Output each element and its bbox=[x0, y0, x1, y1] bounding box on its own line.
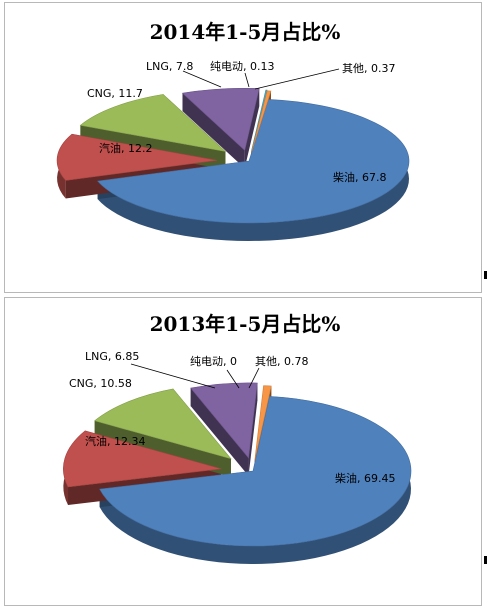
slice-diesel bbox=[99, 396, 412, 547]
slice-diesel bbox=[97, 99, 410, 224]
slice-label-other: 其他, 0.78 bbox=[255, 355, 309, 368]
slice-other bbox=[254, 385, 272, 461]
slice-label-gasoline: 汽油, 12.2 bbox=[99, 141, 153, 155]
chart-panel-2013: 2013年1-5月占比% 柴油, 69.45 汽油, 12.34 CNG, 10… bbox=[4, 297, 482, 606]
slice-label-diesel: 柴油, 67.8 bbox=[333, 170, 387, 184]
slice-label-electric: 纯电动, 0.13 bbox=[210, 60, 275, 73]
chart-title: 2014年1-5月占比% bbox=[150, 20, 341, 44]
slice-label-lng: LNG, 7.8 bbox=[146, 60, 193, 73]
slice-label-other: 其他, 0.37 bbox=[342, 62, 396, 75]
slice-gasoline bbox=[56, 133, 218, 181]
leader-line-lng bbox=[130, 363, 216, 389]
chart-panel-2014: 2014年1-5月占比% 柴油, 67.8 汽油, 12.2 CNG, 11.7… bbox=[4, 2, 482, 293]
slice-cng bbox=[94, 388, 232, 460]
edge-marker bbox=[484, 556, 487, 564]
slice-cng bbox=[79, 94, 227, 152]
slice-label-cng: CNG, 10.58 bbox=[69, 377, 132, 390]
slice-other bbox=[251, 90, 272, 153]
slice-cut-lng-0 bbox=[182, 93, 245, 169]
chart-title: 2013年1-5月占比% bbox=[150, 312, 341, 336]
leader-lines bbox=[182, 68, 340, 90]
slice-lng bbox=[190, 382, 258, 459]
slice-electric bbox=[250, 89, 268, 152]
slice-labels: 柴油, 67.8 汽油, 12.2 CNG, 11.7 LNG, 7.8 纯电动… bbox=[87, 60, 396, 184]
leader-line-other bbox=[254, 68, 340, 90]
leader-line-electric bbox=[226, 369, 240, 389]
slice-lng bbox=[181, 88, 260, 151]
slice-cut-lng-1 bbox=[244, 88, 260, 169]
slice-cut-lng-0 bbox=[190, 388, 249, 476]
slice-gasoline bbox=[63, 430, 222, 488]
leader-lines bbox=[130, 363, 260, 389]
slice-label-diesel: 柴油, 69.45 bbox=[335, 471, 395, 485]
leader-line-electric bbox=[244, 72, 250, 88]
slice-label-lng: LNG, 6.85 bbox=[85, 350, 139, 363]
edge-marker bbox=[484, 271, 487, 279]
leader-line-other bbox=[248, 367, 260, 389]
pie-chart-2013: 2013年1-5月占比% 柴油, 69.45 汽油, 12.34 CNG, 10… bbox=[63, 312, 412, 564]
slice-label-gasoline: 汽油, 12.34 bbox=[85, 434, 145, 448]
leader-line-lng bbox=[182, 70, 222, 88]
slice-label-electric: 纯电动, 0 bbox=[190, 355, 237, 368]
pie-slices bbox=[56, 88, 410, 241]
slice-label-cng: CNG, 11.7 bbox=[87, 87, 143, 100]
pie-chart-2014: 2014年1-5月占比% 柴油, 67.8 汽油, 12.2 CNG, 11.7… bbox=[56, 20, 410, 241]
pie-slices bbox=[63, 382, 412, 564]
slice-cut-lng-1 bbox=[248, 382, 258, 476]
slice-labels: 柴油, 69.45 汽油, 12.34 CNG, 10.58 LNG, 6.85… bbox=[69, 350, 395, 485]
